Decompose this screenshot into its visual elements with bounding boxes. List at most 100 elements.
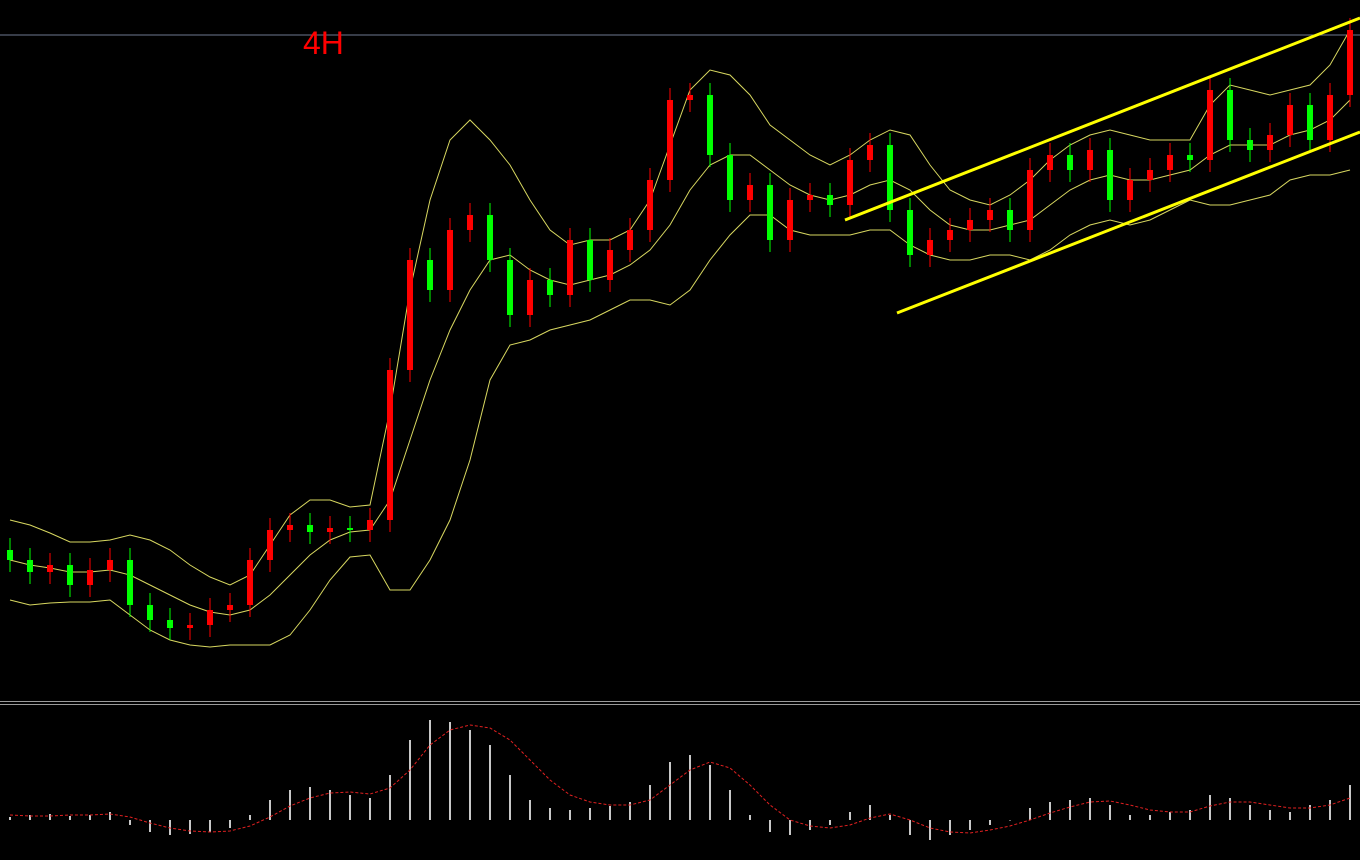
histogram-bar	[549, 808, 551, 820]
candle-body	[1027, 170, 1033, 230]
histogram-bar	[49, 814, 51, 820]
histogram-bar	[789, 820, 791, 835]
candle-body	[747, 185, 753, 200]
histogram-bar	[329, 790, 331, 820]
candle-body	[867, 145, 873, 160]
histogram-bar	[1209, 795, 1211, 820]
candle-body	[987, 210, 993, 220]
candle-body	[407, 260, 413, 370]
histogram-bar	[989, 820, 991, 825]
candle-body	[127, 560, 133, 605]
candle-body	[687, 95, 693, 100]
histogram-bar	[1169, 812, 1171, 820]
histogram-bar	[809, 820, 811, 830]
price-pane	[0, 16, 1360, 648]
histogram-bar	[309, 787, 311, 820]
candle-body	[487, 215, 493, 260]
candle-body	[207, 610, 213, 625]
candle-body	[1107, 150, 1113, 200]
candle-body	[147, 605, 153, 620]
candle-body	[1207, 90, 1213, 160]
histogram-bar	[1089, 798, 1091, 820]
histogram-bar	[1029, 808, 1031, 820]
histogram-bar	[529, 800, 531, 820]
histogram-bar	[469, 730, 471, 820]
candle-body	[767, 185, 773, 240]
histogram-bar	[649, 785, 651, 820]
candle-body	[907, 210, 913, 255]
histogram-bar	[489, 745, 491, 820]
candle-body	[227, 605, 233, 610]
candle-body	[607, 250, 613, 280]
candle-body	[287, 525, 293, 530]
candle-body	[1007, 210, 1013, 230]
histogram-bar	[509, 775, 511, 820]
candle-body	[927, 240, 933, 255]
candle-body	[87, 570, 93, 585]
histogram-bar	[869, 805, 871, 820]
candle-body	[787, 200, 793, 240]
candle-body	[1187, 155, 1193, 160]
histogram-bar	[629, 802, 631, 820]
candle-body	[807, 195, 813, 200]
histogram-bar	[949, 820, 951, 835]
candle-body	[527, 280, 533, 315]
histogram-bar	[209, 820, 211, 832]
candle-body	[847, 160, 853, 205]
histogram-bar	[749, 815, 751, 820]
timeframe-label: 4H	[303, 25, 344, 61]
histogram-bar	[9, 817, 11, 820]
histogram-bar	[669, 762, 671, 820]
bollinger-middle	[9, 99, 1351, 616]
candle-body	[347, 528, 353, 530]
candle-body	[1227, 90, 1233, 140]
candle-body	[267, 530, 273, 560]
histogram-bar	[449, 722, 451, 820]
histogram-bar	[349, 795, 351, 820]
candle-body	[27, 560, 33, 572]
histogram-bar	[709, 765, 711, 820]
histogram-bar	[269, 800, 271, 820]
candle-body	[507, 260, 513, 315]
histogram-bar	[1329, 800, 1331, 820]
histogram-bar	[1249, 805, 1251, 820]
histogram-bar	[1149, 815, 1151, 820]
candle-body	[1087, 150, 1093, 170]
histogram-bar	[969, 820, 971, 830]
histogram-bar	[69, 816, 71, 820]
histogram-bar	[289, 790, 291, 820]
histogram-bar	[909, 820, 911, 835]
histogram-bar	[1189, 810, 1191, 820]
histogram-bar	[1009, 820, 1011, 821]
candle-body	[47, 565, 53, 572]
candle-body	[1287, 105, 1293, 135]
candle-body	[427, 260, 433, 290]
candle-body	[727, 155, 733, 200]
histogram-bar	[149, 820, 151, 832]
candle-body	[567, 240, 573, 295]
candle-body	[1067, 155, 1073, 170]
histogram-bar	[569, 810, 571, 820]
histogram-bar	[929, 820, 931, 840]
histogram-bar	[229, 820, 231, 828]
candle-body	[247, 560, 253, 605]
candle-body	[947, 230, 953, 240]
histogram-bar	[1269, 810, 1271, 820]
candle-body	[1247, 140, 1253, 150]
histogram-bar	[769, 820, 771, 832]
candle-body	[7, 550, 13, 560]
candle-body	[547, 280, 553, 295]
histogram-bar	[29, 815, 31, 820]
candle-body	[327, 528, 333, 532]
candle-body	[167, 620, 173, 628]
histogram-bar	[889, 815, 891, 820]
candle-body	[1347, 30, 1353, 95]
histogram-bar	[1349, 785, 1351, 820]
histogram-bar	[409, 740, 411, 820]
candle-body	[667, 100, 673, 180]
candle-body	[1127, 180, 1133, 200]
oscillator-pane	[9, 720, 1351, 840]
candle-body	[367, 520, 373, 530]
